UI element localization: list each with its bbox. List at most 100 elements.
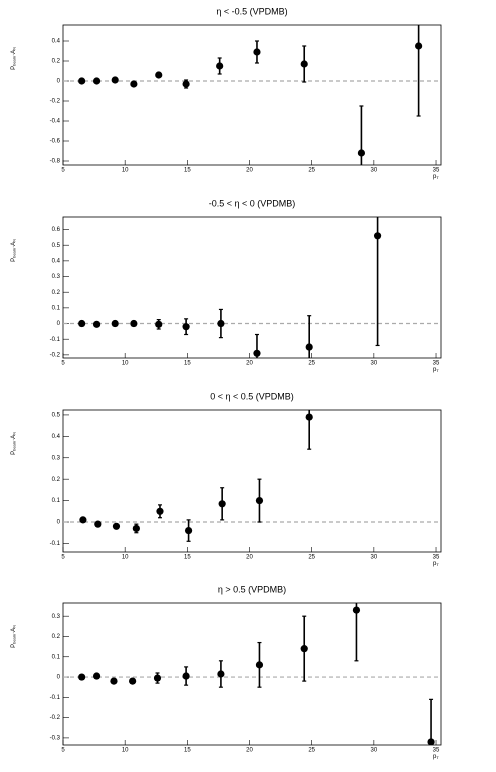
x-tick-label: 25	[308, 361, 315, 367]
y-tick-label: 0.4	[52, 258, 61, 264]
y-tick-label: 0.4	[52, 39, 61, 45]
chart-title: η < -0.5 (VPDMB)	[216, 6, 287, 16]
x-axis-label: pT	[433, 754, 439, 760]
y-axis-label: Pbeam·AN	[11, 432, 17, 455]
data-point	[111, 76, 119, 84]
x-axis-label-part: p	[433, 754, 437, 760]
y-axis-label-part: N	[12, 625, 17, 628]
data-point	[255, 496, 264, 505]
x-tick-label: 25	[308, 748, 315, 754]
y-tick-label: 0	[57, 520, 61, 526]
data-point	[427, 738, 435, 745]
x-axis-label-part: p	[433, 174, 437, 180]
y-tick-label: 0.2	[52, 634, 61, 640]
data-point	[94, 520, 102, 528]
x-axis-label-part: p	[433, 367, 437, 373]
x-tick-label: 30	[371, 361, 378, 367]
y-tick-label: 0.3	[52, 614, 61, 620]
y-axis-label-part: N	[12, 432, 17, 435]
data-point	[352, 606, 361, 614]
y-axis-label: Pbeam·AN	[11, 625, 17, 648]
y-tick-label: 0	[57, 675, 61, 681]
y-tick-label: -0.1	[50, 695, 61, 701]
x-tick-label: 15	[184, 361, 191, 367]
x-tick-label: 10	[122, 748, 129, 754]
y-axis-label: Pbeam·AN	[11, 239, 17, 262]
x-tick-label: 10	[122, 555, 129, 561]
x-tick-label: 35	[433, 748, 440, 754]
y-tick-label: 0.1	[52, 654, 61, 660]
y-tick-label: 0.1	[52, 305, 61, 311]
data-point	[184, 526, 193, 535]
data-point	[111, 319, 119, 328]
data-point	[153, 674, 162, 682]
chart-title: 0 < η < 0.5 (VPDMB)	[210, 391, 294, 401]
y-tick-label: 0.5	[52, 413, 61, 419]
x-tick-label: 25	[308, 168, 315, 174]
y-tick-label: -0.4	[50, 119, 61, 125]
x-tick-label: 35	[433, 555, 440, 561]
y-tick-label: -0.6	[50, 139, 61, 145]
y-axis-label-part: beam	[12, 247, 17, 258]
data-point	[79, 516, 87, 524]
data-point	[216, 62, 224, 70]
y-tick-label: 0.2	[52, 477, 61, 483]
data-point	[110, 677, 118, 685]
data-point	[218, 500, 226, 508]
x-tick-label: 15	[184, 555, 191, 561]
data-point	[132, 524, 140, 533]
x-tick-label: 20	[246, 168, 253, 174]
y-axis-label-part: P	[11, 258, 17, 262]
data-point	[155, 320, 163, 328]
chart-title: η > 0.5 (VPDMB)	[218, 584, 286, 594]
x-tick-label: 5	[61, 168, 65, 174]
y-tick-label: -0.1	[50, 541, 61, 547]
y-tick-label: -0.8	[50, 159, 61, 165]
y-tick-label: 0.3	[52, 455, 61, 461]
x-tick-label: 25	[308, 555, 315, 561]
data-point	[129, 677, 137, 685]
data-point	[92, 320, 101, 328]
x-axis-label-part: T	[436, 175, 439, 180]
x-axis-label-part: T	[436, 755, 439, 760]
x-tick-label: 30	[371, 168, 378, 174]
data-point	[300, 60, 308, 68]
plot-area	[63, 603, 441, 745]
y-axis-label-part: N	[12, 239, 17, 242]
x-axis-label-part: T	[436, 562, 439, 567]
y-tick-label: 0	[57, 79, 61, 85]
data-point	[305, 413, 313, 421]
plot-area	[63, 217, 441, 358]
y-tick-label: -0.2	[50, 715, 61, 721]
x-axis-label: pT	[433, 561, 439, 567]
x-tick-label: 5	[61, 555, 65, 561]
y-axis-label-part: beam	[12, 633, 17, 644]
data-point	[182, 323, 190, 331]
data-point	[415, 42, 423, 50]
data-point	[156, 507, 164, 515]
x-tick-label: 5	[61, 361, 65, 367]
x-tick-label: 35	[433, 361, 440, 367]
y-tick-label: 0.3	[52, 274, 61, 280]
y-tick-label: -0.2	[50, 352, 61, 358]
y-axis-label-part: P	[11, 66, 17, 70]
data-point	[217, 670, 225, 678]
plot-area	[63, 25, 441, 165]
y-axis-label-part: beam	[12, 440, 17, 451]
x-tick-label: 20	[246, 748, 253, 754]
x-axis-label: pT	[433, 367, 439, 373]
y-tick-label: 0.2	[52, 290, 61, 296]
x-axis-label-part: T	[436, 368, 439, 373]
plot-frame	[62, 602, 442, 746]
y-tick-label: 0	[57, 321, 61, 327]
x-tick-label: 20	[246, 555, 253, 561]
y-axis-label: Pbeam·AN	[11, 47, 17, 70]
data-point	[92, 77, 101, 85]
data-point	[130, 80, 138, 88]
data-point	[182, 672, 190, 680]
x-tick-label: 35	[433, 168, 440, 174]
x-tick-label: 20	[246, 361, 253, 367]
